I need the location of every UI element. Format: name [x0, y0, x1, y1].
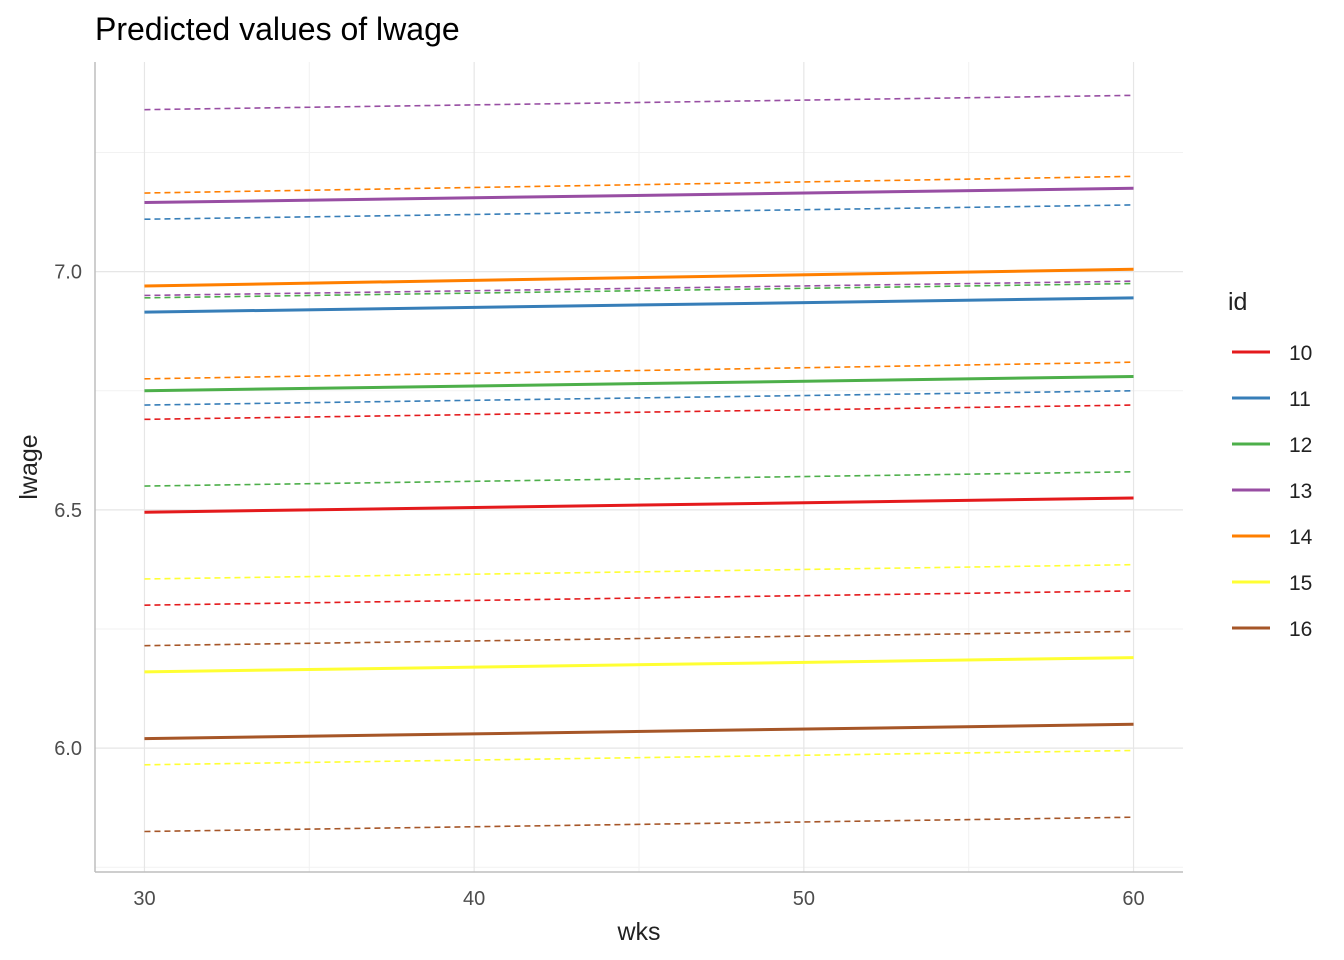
- axes: [94, 62, 1183, 873]
- ci-upper-line-10: [144, 404, 1134, 421]
- series-line-14: [144, 267, 1134, 288]
- series-line-11: [144, 296, 1134, 314]
- ci-lower-line-11: [144, 389, 1134, 406]
- ci-upper-line-12: [144, 282, 1134, 299]
- plot-area: [144, 94, 1134, 833]
- y-tick-label: 6.5: [54, 500, 82, 522]
- ci-lower-line-12: [144, 470, 1134, 487]
- legend-label-13: 13: [1289, 480, 1312, 503]
- ci-upper-line-11: [144, 204, 1134, 221]
- x-tick-label: 40: [463, 888, 485, 910]
- x-axis-title: wks: [616, 918, 660, 946]
- ci-upper-line-13: [144, 94, 1134, 111]
- ci-upper-line-16: [144, 630, 1134, 647]
- series-line-10: [144, 496, 1134, 514]
- legend-label-16: 16: [1289, 618, 1312, 641]
- ci-lower-line-10: [144, 590, 1134, 606]
- ci-lower-line-15: [144, 749, 1134, 766]
- ci-upper-line-14: [144, 175, 1134, 194]
- legend: id 10 11 12 13 14 15 16: [1228, 288, 1313, 641]
- legend-label-10: 10: [1289, 342, 1312, 365]
- x-tick-label: 50: [793, 888, 815, 910]
- series-line-15: [144, 656, 1134, 674]
- ci-lower-line-14: [144, 361, 1134, 380]
- legend-label-14: 14: [1289, 526, 1313, 549]
- ci-upper-line-15: [144, 563, 1134, 580]
- x-tick-label: 60: [1122, 888, 1144, 910]
- series-line-16: [144, 722, 1134, 741]
- tick-labels: 30 40 50 60 6.0 6.5 7.0: [54, 262, 1144, 910]
- x-tick-label: 30: [133, 888, 155, 910]
- chart-title: Predicted values of lwage: [95, 11, 460, 47]
- legend-label-12: 12: [1289, 434, 1312, 457]
- y-tick-label: 7.0: [54, 262, 82, 284]
- grid: [95, 62, 1183, 872]
- ci-lower-line-13: [144, 280, 1134, 297]
- series-line-13: [144, 186, 1134, 205]
- ci-lower-line-16: [144, 816, 1134, 833]
- legend-title: id: [1228, 288, 1247, 316]
- legend-label-11: 11: [1289, 388, 1311, 411]
- y-axis-title: lwage: [15, 434, 43, 499]
- y-tick-label: 6.0: [54, 738, 82, 760]
- legend-label-15: 15: [1289, 572, 1312, 595]
- series-line-12: [144, 374, 1134, 393]
